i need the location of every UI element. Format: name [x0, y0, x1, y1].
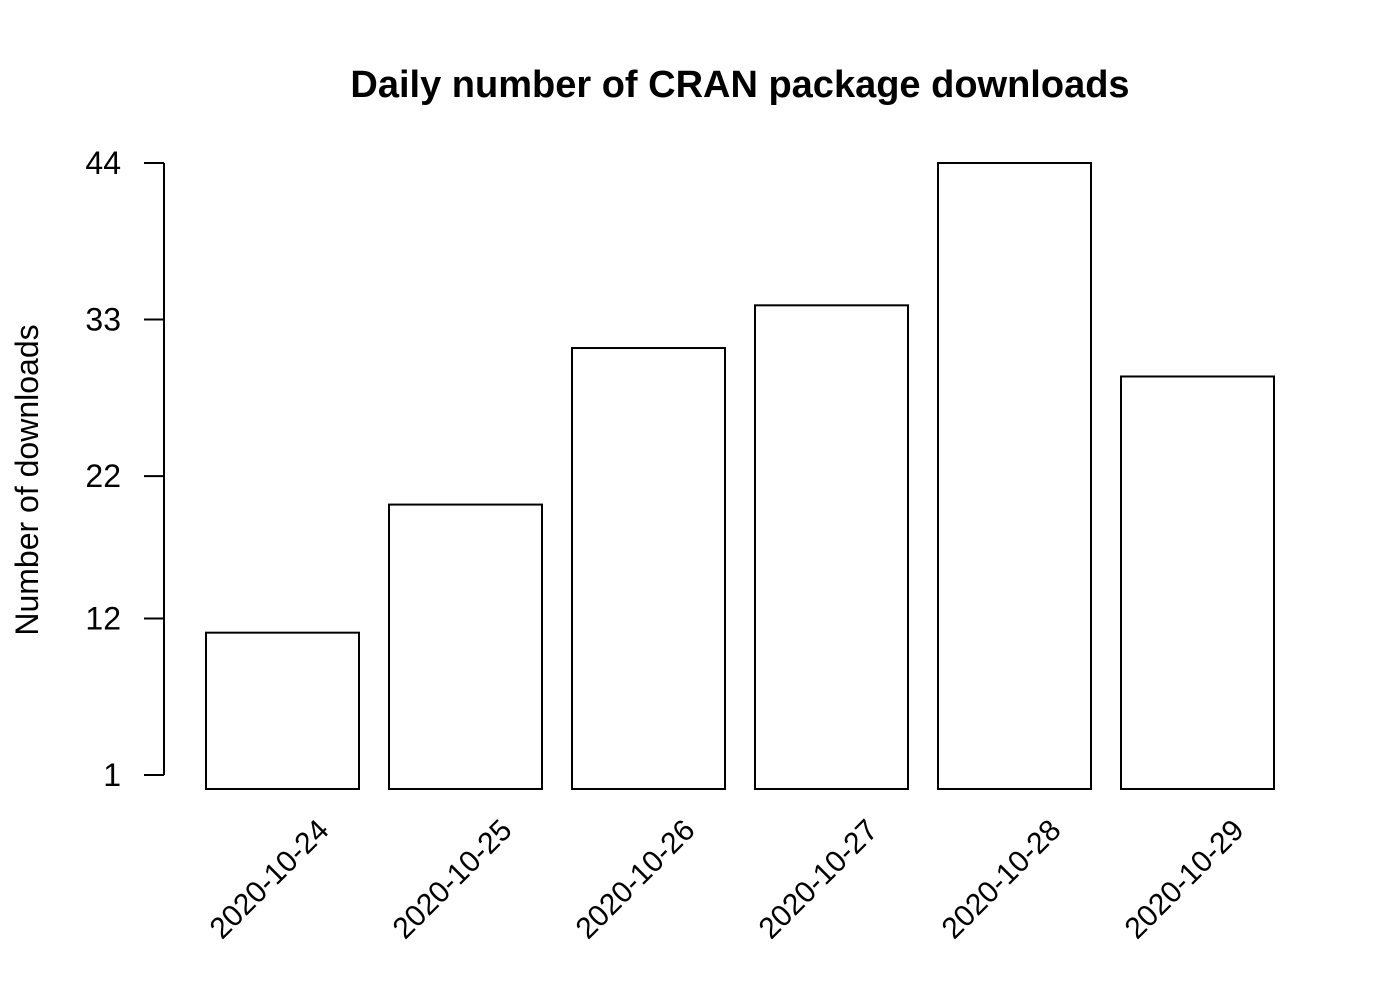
x-tick-label: 2020-10-24	[204, 814, 336, 946]
bar	[754, 304, 909, 790]
bar	[388, 503, 543, 790]
bar	[1120, 375, 1275, 790]
x-tick-label: 2020-10-26	[570, 814, 702, 946]
y-axis-label: Number of downloads	[9, 324, 45, 635]
x-tick-label: 2020-10-28	[936, 814, 1068, 946]
bars-group	[205, 162, 1275, 791]
x-tick-label: 2020-10-25	[387, 814, 519, 946]
x-tick-label: 2020-10-27	[753, 814, 885, 946]
bar	[937, 162, 1092, 790]
y-tick-label: 33	[85, 302, 121, 338]
y-axis: 1 12 22 33 44	[85, 145, 165, 793]
x-axis-labels: 2020-10-24 2020-10-25 2020-10-26 2020-10-27…	[204, 814, 1251, 946]
x-tick-label: 2020-10-29	[1119, 814, 1251, 946]
y-tick-label: 12	[85, 600, 121, 636]
bar	[571, 347, 726, 790]
chart-title: Daily number of CRAN package downloads	[350, 64, 1129, 106]
bar	[205, 631, 360, 791]
y-tick-label: 1	[103, 757, 121, 793]
y-tick-label: 44	[85, 145, 121, 181]
y-tick-label: 22	[85, 458, 121, 494]
